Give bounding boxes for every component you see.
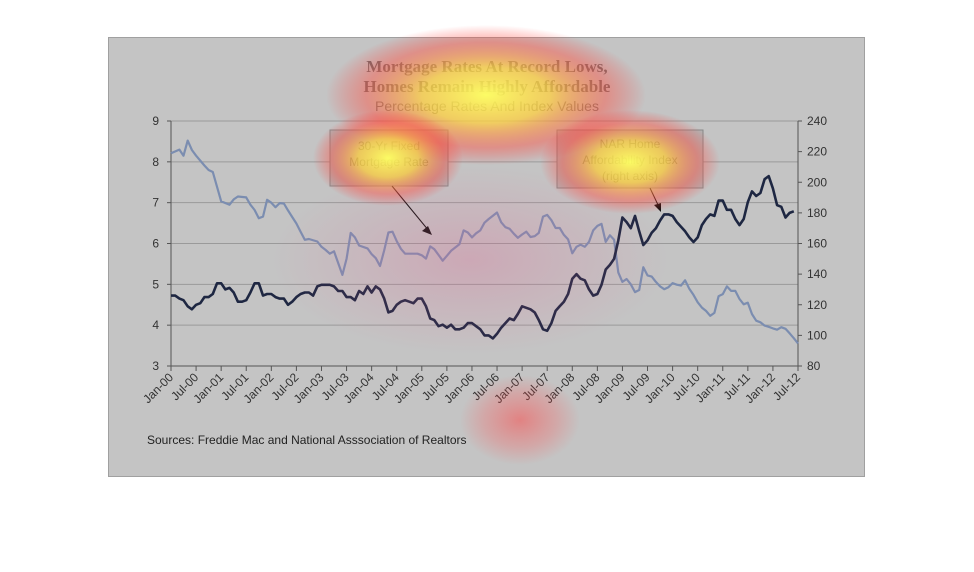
y-left-tick-label: 7 [152, 196, 159, 210]
annotation-mortgage-rate-line1: 30-Yr Fixed [358, 139, 420, 153]
chart-svg: Mortgage Rates At Record Lows, Homes Rem… [140, 57, 827, 447]
y-left-tick-label: 6 [152, 237, 159, 251]
annotation-affordability-index: NAR Home Affordability Index (right axis… [556, 129, 704, 212]
plot-area: 3 4 5 6 7 8 9 80 100 120 140 160 180 200 220 240 Jan-00 J… [140, 114, 827, 406]
chart-title-line1: Mortgage Rates At Record Lows, [366, 57, 607, 76]
annotation-mortgage-rate-arrowhead [422, 226, 432, 235]
y-left-tick-label: 5 [152, 277, 159, 291]
y-right-tick-label: 200 [807, 175, 827, 189]
annotation-mortgage-rate-arrow [391, 185, 430, 232]
annotation-affordability-arrowhead [654, 203, 661, 212]
annotation-mortgage-rate-line2: Mortgage Rate [349, 155, 429, 169]
annotation-mortgage-rate: 30-Yr Fixed Mortgage Rate [329, 129, 449, 235]
x-tick-label: Jan-00 [140, 370, 176, 406]
series-line-mortgage-rate [170, 139, 799, 345]
annotation-affordability-line3: (right axis) [602, 169, 658, 183]
annotation-affordability-line2: Affordability Index [582, 153, 677, 167]
annotation-affordability-line1: NAR Home [600, 137, 661, 151]
y-left-tick-label: 3 [152, 359, 159, 373]
y-right-tick-label: 100 [807, 328, 827, 342]
y-left-tick-label: 4 [152, 318, 159, 332]
y-right-tick-label: 120 [807, 298, 827, 312]
y-right-tick-label: 160 [807, 237, 827, 251]
y-right-tick-label: 240 [807, 114, 827, 128]
y-right-tick-label: 80 [807, 359, 821, 373]
y-right-tick-label: 180 [807, 206, 827, 220]
series-line-affordability-index [171, 174, 795, 340]
y-right-tick-label: 140 [807, 267, 827, 281]
chart-source-note: Sources: Freddie Mac and National Asssoc… [147, 433, 467, 447]
y-right-tick-label: 220 [807, 145, 827, 159]
chart-title: Mortgage Rates At Record Lows, Homes Rem… [364, 57, 611, 114]
x-tick-label: Jul-12 [770, 370, 803, 403]
chart-subtitle: Percentage Rates And Index Values [375, 98, 599, 114]
y-left-tick-label: 8 [152, 155, 159, 169]
chart-title-line2: Homes Remain Highly Affordable [364, 77, 611, 96]
y-left-tick-label: 9 [152, 114, 159, 128]
chart-frame: Mortgage Rates At Record Lows, Homes Rem… [108, 37, 865, 477]
